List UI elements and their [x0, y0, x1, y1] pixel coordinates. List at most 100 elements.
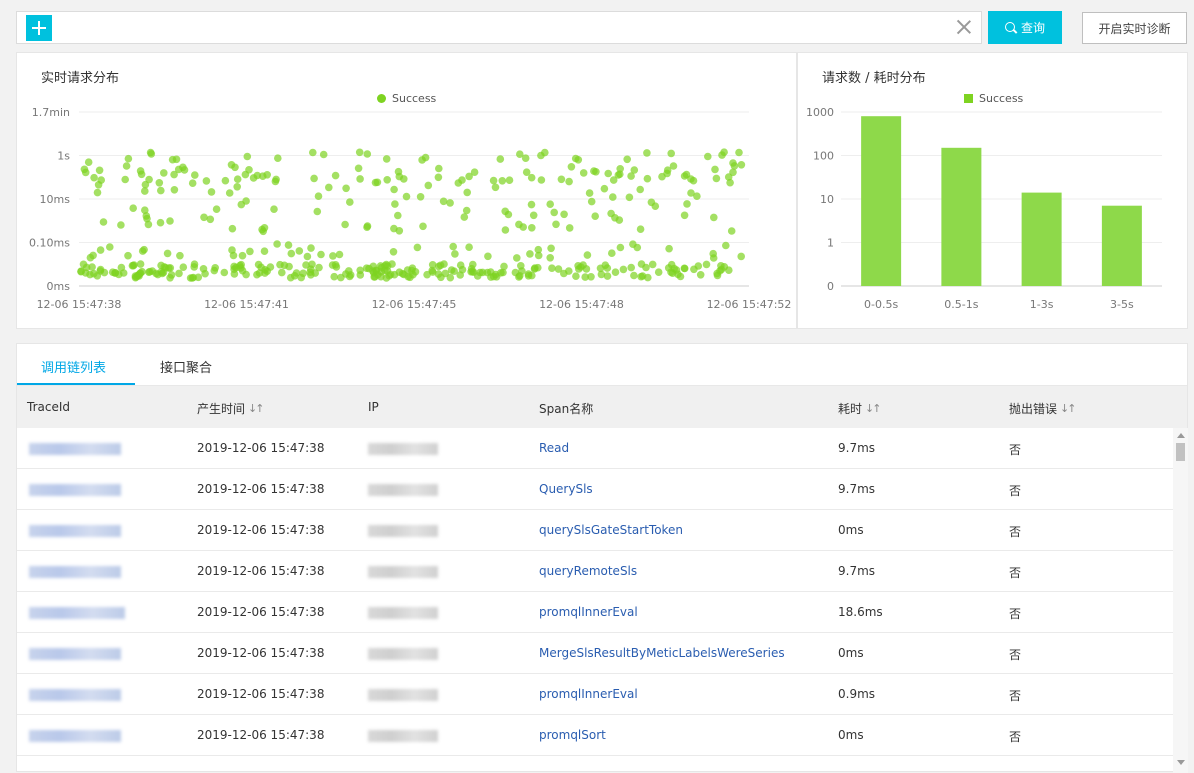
scatter-point [383, 262, 392, 270]
tab-interface-aggregate[interactable]: 接口聚合 [160, 361, 213, 376]
clear-icon[interactable] [956, 19, 972, 35]
scatter-chart[interactable]: 0ms 0.10ms 10ms 1s 1.7min 12-06 15:47:38 12-06… [17, 53, 796, 328]
scroll-up-icon[interactable] [1177, 433, 1185, 438]
table-row[interactable]: 2019-12-06 15:47:38 promqlInnerEval 18.6ms… [17, 592, 1173, 633]
realtime-diagnose-button[interactable]: 开启实时诊断 [1082, 12, 1187, 44]
column-header-time[interactable]: 产生时间 ↓↑ [197, 400, 265, 417]
search-input[interactable] [16, 11, 982, 44]
scatter-point [667, 149, 675, 158]
scatter-point [295, 247, 304, 255]
traceid-redacted[interactable] [29, 648, 121, 660]
scatter-point [710, 213, 718, 222]
cell-span-name[interactable]: Read [539, 441, 570, 455]
trace-table-panel: 调用链列表 接口聚合 TraceId 产生时间 ↓↑ IP Span名称 耗时 ↓↑… [16, 343, 1188, 773]
scatter-point [513, 254, 521, 262]
scroll-down-icon[interactable] [1177, 760, 1185, 765]
column-header-duration[interactable]: 耗时 ↓↑ [838, 400, 882, 417]
column-header-traceid: TraceId [27, 400, 70, 414]
cell-span-name[interactable]: querySlsGateStartToken [539, 523, 684, 537]
scatter-point [341, 220, 349, 229]
scatter-point [129, 204, 137, 212]
scatter-point [636, 225, 645, 233]
scatter-point [221, 176, 230, 185]
scatter-point [696, 271, 705, 279]
scatter-point [501, 226, 510, 234]
tab-trace-list[interactable]: 调用链列表 [41, 361, 107, 376]
scatter-point [680, 211, 689, 220]
sort-icon[interactable]: ↓↑ [248, 402, 265, 415]
cell-error: 否 [1009, 689, 1022, 703]
traceid-redacted[interactable] [29, 607, 125, 619]
table-scrollbar[interactable] [1173, 428, 1188, 773]
scatter-point [435, 164, 443, 173]
scatter-point [260, 247, 269, 255]
scatter-point [229, 251, 238, 260]
scatter-point [329, 252, 337, 260]
scatter-point [143, 214, 151, 223]
scatter-point [246, 247, 254, 256]
cell-time: 2019-12-06 15:47:38 [197, 728, 325, 742]
table-row[interactable]: 2019-12-06 15:47:38 querySlsGateStartToke… [17, 510, 1173, 551]
cell-span-name[interactable]: promqlSort [539, 728, 606, 742]
scatter-point [230, 265, 238, 273]
scatter-point [636, 185, 644, 194]
scatter-point [470, 168, 479, 176]
bar-legend[interactable]: Success [964, 92, 1023, 105]
cell-span-name[interactable]: MergeSlsResultByMeticLabelsWereSeries [539, 646, 785, 660]
scatter-point [428, 266, 437, 275]
table-row[interactable]: 2019-12-06 15:47:38 queryRemoteSls 9.7ms 否 [17, 551, 1173, 592]
scatter-point [307, 265, 315, 273]
scatter-point [609, 176, 618, 184]
x-tick-label: 0-0.5s [864, 298, 898, 311]
ip-redacted [368, 443, 438, 455]
traceid-redacted[interactable] [29, 566, 121, 578]
cell-span-name[interactable]: promqlInnerEval [539, 605, 638, 619]
query-button[interactable]: 查询 [988, 11, 1062, 44]
traceid-redacted[interactable] [29, 525, 121, 537]
table-row[interactable]: 2019-12-06 15:47:38 Read 9.7ms 否 [17, 428, 1173, 469]
scatter-point [603, 264, 612, 272]
cell-span-name[interactable]: promqlInnerEval [539, 687, 638, 701]
traceid-redacted[interactable] [29, 484, 121, 496]
traceid-redacted[interactable] [29, 443, 121, 455]
y-tick-label: 1s [57, 150, 70, 163]
scatter-point [121, 175, 129, 184]
scatter-point [176, 251, 184, 260]
scatter-point [643, 174, 652, 183]
scatter-point [188, 274, 197, 282]
table-row[interactable]: 2019-12-06 15:47:38 QuerySls 9.7ms 否 [17, 469, 1173, 510]
traceid-redacted[interactable] [29, 689, 121, 701]
bar [1021, 192, 1062, 286]
table-row[interactable]: 2019-12-06 15:47:38 MergeSlsResultByMetic… [17, 633, 1173, 674]
scatter-point [600, 184, 609, 193]
cell-span-name[interactable]: QuerySls [539, 482, 593, 496]
scatter-point [693, 192, 701, 200]
scatter-point [552, 220, 560, 229]
scatter-point [702, 260, 711, 269]
cell-duration: 0ms [838, 523, 864, 537]
bar [941, 147, 982, 286]
scatter-point [669, 162, 678, 170]
scatter-point [237, 264, 245, 272]
traceid-redacted[interactable] [29, 730, 121, 742]
cell-span-name[interactable]: queryRemoteSls [539, 564, 638, 578]
add-filter-button[interactable] [26, 15, 52, 41]
scatter-point [400, 175, 408, 183]
scatter-point [332, 263, 341, 271]
sort-icon[interactable]: ↓↑ [865, 402, 882, 415]
scatter-point [527, 173, 536, 182]
bar-chart[interactable]: 0 1 10 100 1000 0-0.5s 0.5-1s 1-3s 3-5s [798, 53, 1187, 328]
scrollbar-thumb[interactable] [1176, 443, 1185, 461]
scatter-point [498, 177, 507, 185]
scatter-point [623, 155, 631, 164]
table-row[interactable]: 2019-12-06 15:47:38 promqlSort 0ms 否 [17, 715, 1173, 756]
scatter-point [319, 150, 328, 159]
cell-time: 2019-12-06 15:47:38 [197, 687, 325, 701]
tab-bar: 调用链列表 接口聚合 [17, 344, 1187, 386]
ip-redacted [368, 484, 438, 496]
sort-icon[interactable]: ↓↑ [1060, 402, 1077, 415]
scatter-legend[interactable]: Success [377, 92, 436, 105]
column-header-error[interactable]: 抛出错误 ↓↑ [1009, 400, 1077, 417]
bar-legend-label: Success [979, 92, 1024, 105]
table-row[interactable]: 2019-12-06 15:47:38 promqlInnerEval 0.9ms 否 [17, 674, 1173, 715]
